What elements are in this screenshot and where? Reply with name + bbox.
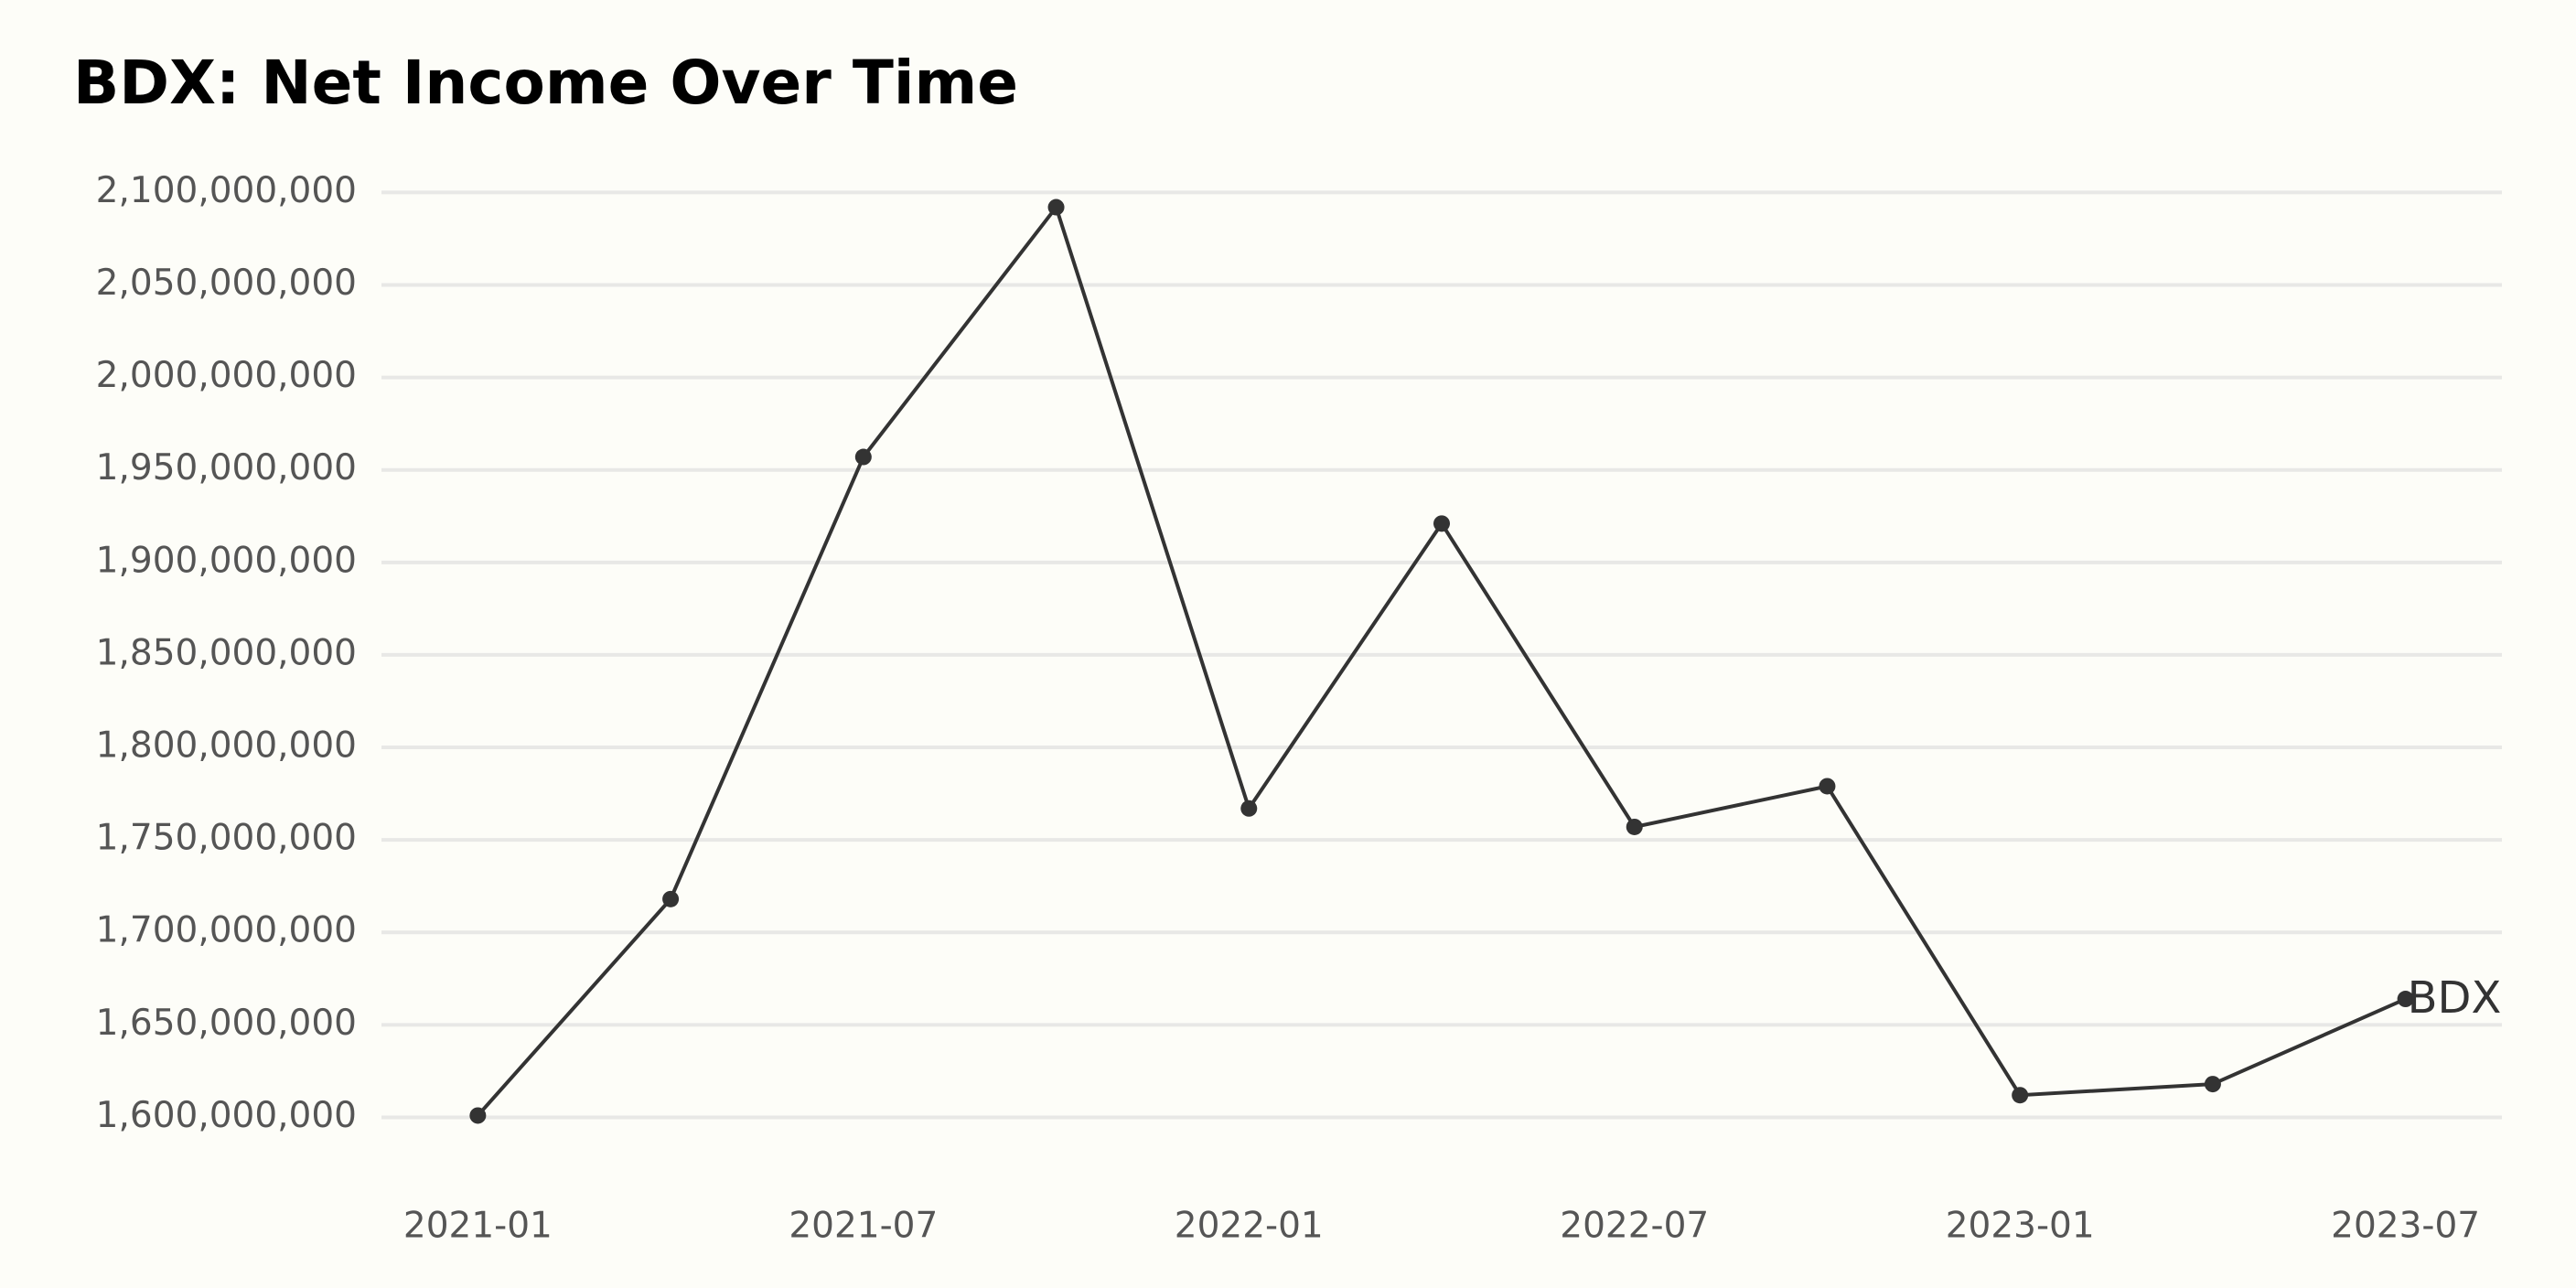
x-tick-label: 2021-07 — [789, 1206, 938, 1247]
x-tick-label: 2023-01 — [1946, 1206, 2095, 1247]
y-tick-label: 1,650,000,000 — [96, 1003, 357, 1044]
marker — [662, 890, 680, 907]
chart-title: BDX: Net Income Over Time — [73, 48, 1018, 118]
y-tick-label: 1,750,000,000 — [96, 818, 357, 859]
marker — [1433, 515, 1450, 532]
y-tick-label: 2,050,000,000 — [96, 263, 357, 304]
y-tick-label: 2,100,000,000 — [96, 170, 357, 211]
marker — [854, 448, 872, 466]
y-tick-label: 2,000,000,000 — [96, 355, 357, 396]
marker — [2204, 1076, 2221, 1093]
marker — [1240, 800, 1258, 817]
x-tick-label: 2022-01 — [1175, 1206, 1324, 1247]
y-tick-label: 1,850,000,000 — [96, 632, 357, 673]
x-tick-label: 2022-07 — [1560, 1206, 1709, 1247]
marker — [1626, 818, 1643, 835]
marker — [2012, 1087, 2029, 1104]
y-tick-label: 1,900,000,000 — [96, 540, 357, 581]
series-label: BDX — [2408, 972, 2502, 1024]
marker — [469, 1107, 487, 1124]
x-tick-label: 2023-07 — [2331, 1206, 2480, 1247]
marker — [2397, 991, 2414, 1008]
y-tick-label: 1,800,000,000 — [96, 725, 357, 767]
marker — [1047, 199, 1065, 216]
y-tick-label: 1,700,000,000 — [96, 910, 357, 951]
x-tick-label: 2021-01 — [403, 1206, 553, 1247]
y-tick-label: 1,600,000,000 — [96, 1095, 357, 1136]
marker — [1819, 778, 1836, 795]
y-tick-label: 1,950,000,000 — [96, 447, 357, 488]
